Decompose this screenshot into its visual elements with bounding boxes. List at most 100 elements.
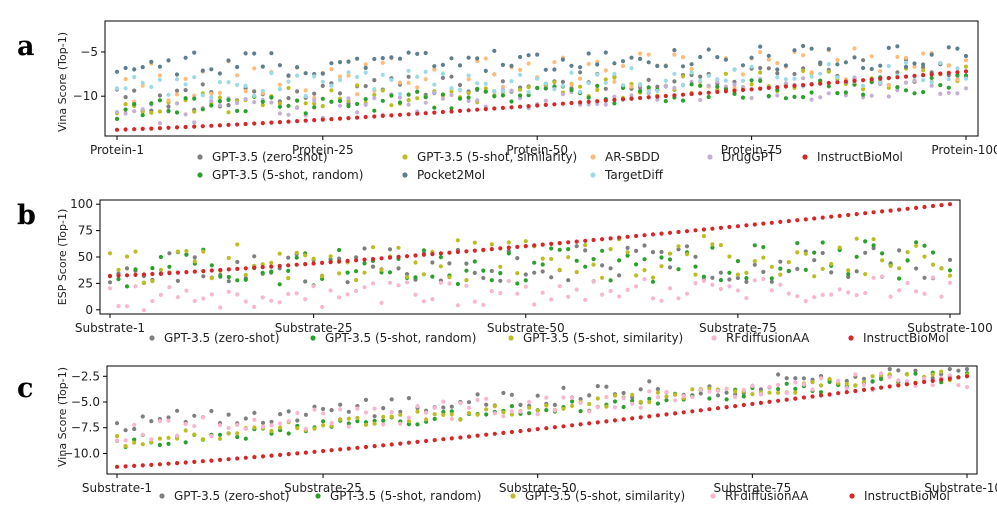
data-point xyxy=(621,390,626,396)
data-point xyxy=(604,384,609,389)
data-point xyxy=(158,292,163,297)
data-point xyxy=(464,283,469,288)
data-point xyxy=(192,259,197,264)
data-point xyxy=(286,452,291,457)
data-point xyxy=(561,385,566,390)
data-point xyxy=(930,250,936,255)
data-point xyxy=(846,271,851,277)
data-point xyxy=(481,268,486,273)
data-point xyxy=(440,75,445,80)
legend-label: InstructBioMol xyxy=(863,331,949,345)
data-point xyxy=(295,418,300,423)
data-point xyxy=(930,262,936,267)
data-point xyxy=(398,421,403,426)
data-point xyxy=(201,269,206,274)
data-point xyxy=(879,377,884,382)
data-point xyxy=(835,75,840,80)
data-point xyxy=(260,270,265,275)
data-point xyxy=(209,458,214,463)
data-point xyxy=(540,269,545,274)
data-point xyxy=(226,457,231,462)
legend-marker xyxy=(848,335,854,341)
data-point xyxy=(337,91,343,96)
legend-label: GPT-3.5 (5-shot, similarity) xyxy=(523,331,683,345)
panel-c-frame xyxy=(106,365,978,475)
data-point xyxy=(441,405,446,410)
data-point xyxy=(235,82,240,87)
data-point xyxy=(591,279,596,284)
data-point xyxy=(252,89,257,94)
data-point xyxy=(706,73,711,78)
data-point xyxy=(372,96,377,101)
data-point xyxy=(735,288,741,293)
panel-b-letter: b xyxy=(17,200,36,231)
data-point xyxy=(277,300,282,305)
data-point xyxy=(252,425,257,430)
data-point xyxy=(749,64,754,69)
data-point xyxy=(320,96,325,101)
data-point xyxy=(424,417,429,422)
data-point xyxy=(355,415,360,421)
data-point xyxy=(329,99,334,104)
data-point xyxy=(629,93,634,98)
data-point xyxy=(226,274,231,280)
data-point xyxy=(167,264,172,269)
data-point xyxy=(277,282,282,287)
data-point xyxy=(166,461,171,466)
data-point xyxy=(440,71,445,76)
x-tick-label: Protein-50 xyxy=(506,143,568,157)
data-point xyxy=(506,278,511,284)
series-pocket2mol xyxy=(114,43,969,78)
data-point xyxy=(638,56,643,62)
data-point xyxy=(243,272,248,277)
legend-label: RFdiffusionAA xyxy=(725,489,809,503)
data-point xyxy=(810,387,815,392)
data-point xyxy=(123,107,128,112)
data-point xyxy=(769,288,774,293)
data-point xyxy=(569,87,574,93)
data-point xyxy=(157,121,162,126)
data-point xyxy=(201,249,206,254)
data-point xyxy=(252,93,257,98)
series-gpt-3-5-5-shot-similarity xyxy=(107,234,953,285)
data-point xyxy=(432,90,437,95)
data-point xyxy=(201,274,206,279)
data-point xyxy=(466,55,471,60)
legend-item-gpt-3-5-5-shot-similarity: GPT-3.5 (5-shot, similarity) xyxy=(402,150,577,164)
data-point xyxy=(914,240,919,245)
data-point xyxy=(243,416,248,421)
data-point xyxy=(243,51,248,56)
data-point xyxy=(363,444,369,450)
data-point xyxy=(689,70,694,75)
data-point xyxy=(809,90,814,95)
legend-marker xyxy=(315,493,321,499)
data-point xyxy=(312,449,317,454)
data-point xyxy=(398,441,403,446)
legend-label: GPT-3.5 (5-shot, random) xyxy=(325,331,476,345)
data-point xyxy=(294,262,299,267)
data-point xyxy=(527,428,532,433)
legend-label: InstructBioMol xyxy=(817,150,903,164)
data-point xyxy=(107,273,113,279)
legend-item-gpt-3-5-5-shot-random: GPT-3.5 (5-shot, random) xyxy=(197,168,363,182)
data-point xyxy=(363,397,369,402)
data-point xyxy=(278,425,283,430)
data-point xyxy=(964,374,970,379)
data-point xyxy=(449,56,454,61)
data-point xyxy=(438,264,443,269)
data-point xyxy=(472,270,477,275)
data-point xyxy=(312,98,317,103)
data-point xyxy=(432,416,437,421)
data-point xyxy=(870,379,875,384)
data-point xyxy=(595,72,600,77)
data-point xyxy=(723,78,729,83)
data-point xyxy=(200,437,205,442)
data-point xyxy=(320,104,325,109)
data-point xyxy=(380,72,385,77)
data-point xyxy=(252,455,257,460)
x-tick-label: Protein-1 xyxy=(90,143,144,157)
data-point xyxy=(140,463,145,468)
data-point xyxy=(766,85,771,90)
legend-item-gpt-3-5-5-shot-random: GPT-3.5 (5-shot, random) xyxy=(315,489,481,503)
data-point xyxy=(260,88,265,93)
